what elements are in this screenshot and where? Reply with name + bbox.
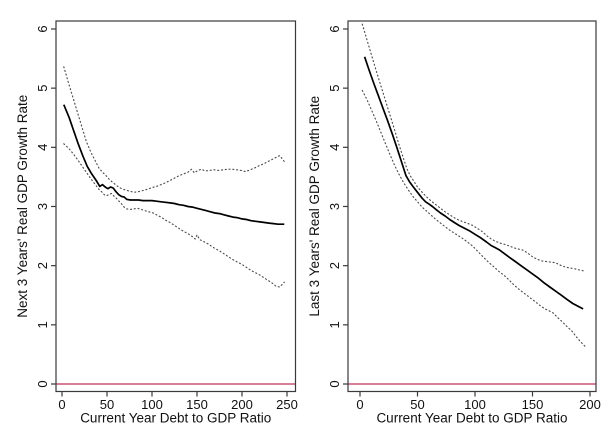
x-tick-label: 250 [276, 397, 298, 412]
series-mean-estimate-line [63, 104, 285, 226]
y-tick-label: 6 [35, 25, 50, 32]
y-tick-label: 2 [327, 262, 342, 269]
x-tick-label: 0 [356, 397, 363, 412]
x-tick-label: 50 [100, 397, 114, 412]
x-tick-label: 200 [579, 397, 601, 412]
panel-next-3-years: 0 1 2 3 4 5 6 0 50 100 150 200 250 Current Year Debt … [15, 20, 298, 426]
y-tick-label: 5 [35, 85, 50, 92]
x-tick-label: 50 [410, 397, 424, 412]
y-tick-label: 1 [327, 321, 342, 328]
x-tick-label: 150 [522, 397, 544, 412]
series-lower-band-line [361, 89, 586, 348]
series-mean-estimate-line [363, 56, 584, 310]
y-tick-label: 2 [35, 262, 50, 269]
y-tick-label: 0 [327, 380, 342, 387]
y-tick-label: 3 [327, 203, 342, 210]
y-tick-label: 3 [35, 203, 50, 210]
x-tick-label: 100 [141, 397, 163, 412]
y-tick-label: 4 [35, 144, 50, 151]
x-tick-label: 0 [58, 397, 65, 412]
y-tick-label: 5 [327, 85, 342, 92]
y-axis-title: Next 3 Years' Real GDP Growth Rate [15, 95, 30, 318]
panel-last-3-years: 0 1 2 3 4 5 6 0 50 100 150 200 Current Year Debt to … [307, 20, 601, 426]
y-axis-title: Last 3 Years' Real GDP Growth Rate [307, 96, 322, 317]
x-axis-title: Current Year Debt to GDP Ratio [376, 411, 567, 426]
x-tick-label: 200 [231, 397, 253, 412]
x-tick-label: 150 [186, 397, 208, 412]
y-tick-label: 4 [327, 144, 342, 151]
plot-frame [347, 20, 597, 393]
x-axis-title: Current Year Debt to GDP Ratio [80, 411, 271, 426]
y-tick-label: 1 [35, 321, 50, 328]
y-tick-label: 0 [35, 380, 50, 387]
series-lower-band-line [63, 143, 285, 288]
series-upper-band-line [63, 66, 285, 193]
x-tick-label: 100 [464, 397, 486, 412]
plot-frame [55, 20, 297, 393]
y-tick-label: 6 [327, 25, 342, 32]
series-upper-band-line [361, 23, 586, 273]
